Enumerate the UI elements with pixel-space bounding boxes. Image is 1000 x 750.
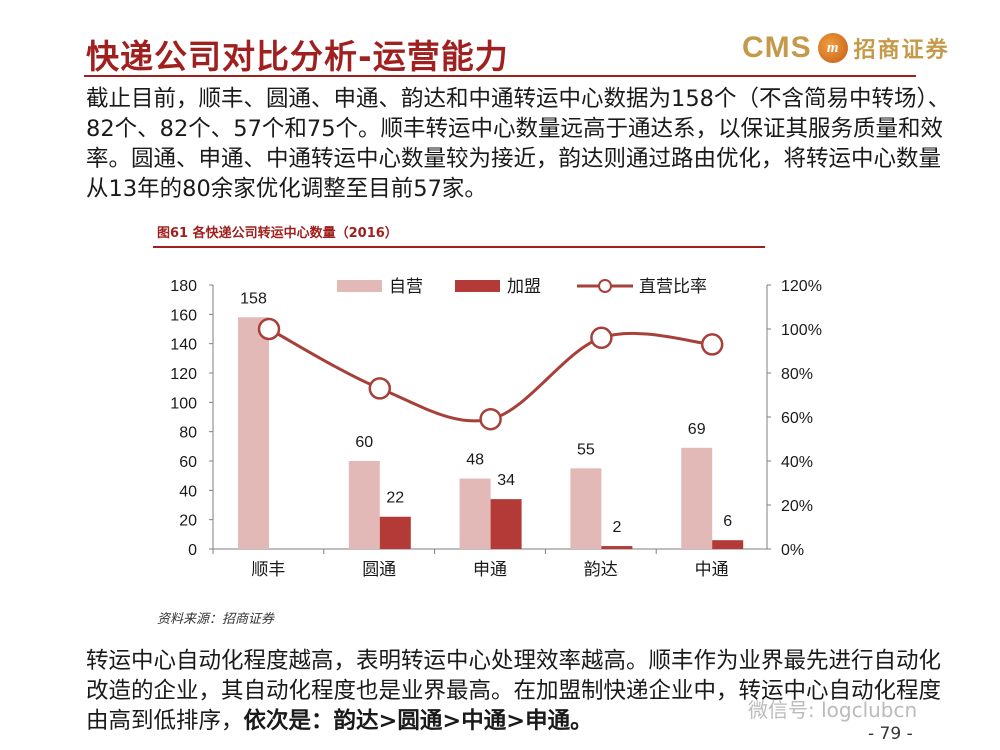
bar-data-label: 34	[497, 472, 515, 489]
y2-tick-label: 0%	[781, 542, 804, 559]
conclusion-emphasis: 依次是：韵达>圆通>中通>申通。	[243, 708, 593, 734]
y-tick-label: 60	[179, 454, 197, 471]
slide-title: 快递公司对比分析-运营能力	[86, 37, 509, 76]
conclusion-text: 转运中心自动化程度越高，表明转运中心处理效率越高。顺丰作为业界最先进行自动化改造…	[86, 648, 942, 734]
y2-tick-label: 100%	[781, 322, 822, 339]
x-tick-label: 中通	[695, 560, 729, 579]
bar-self	[681, 447, 713, 549]
ratio-point	[479, 407, 502, 431]
brand-cms-text: CMS	[742, 31, 812, 64]
bar-data-label: 69	[688, 421, 706, 438]
bar-data-label: 158	[240, 290, 267, 307]
x-tick-label: 顺丰	[251, 560, 285, 579]
y2-tick-label: 120%	[781, 278, 822, 295]
brand-name: 招商证券	[853, 38, 950, 63]
y-tick-label: 120	[170, 366, 197, 383]
bar-data-label: 6	[723, 513, 732, 530]
ratio-point	[257, 317, 281, 341]
y-tick-label: 160	[170, 307, 197, 324]
ratio-line	[268, 327, 713, 423]
x-tick-label: 圆通	[362, 560, 396, 579]
y-tick-label: 20	[179, 513, 197, 530]
x-tick-label: 申通	[473, 560, 507, 579]
legend-label-self: 自营	[389, 277, 423, 296]
bar-franchise	[712, 540, 744, 549]
caption-divider	[153, 246, 765, 248]
ratio-point	[700, 333, 724, 356]
bar-self	[348, 461, 380, 549]
y2-tick-label: 60%	[781, 410, 813, 427]
bar-data-label: 48	[466, 452, 484, 469]
title-divider	[84, 75, 916, 77]
legend-marker-ratio	[598, 279, 612, 293]
y2-tick-label: 20%	[781, 498, 813, 515]
x-tick-label: 韵达	[584, 560, 618, 579]
bar-franchise	[379, 516, 411, 549]
ratio-point	[368, 377, 392, 400]
transfer-center-chart: 0 20 40 60 80 100 120 140 160 180 0% 20% 40% 60% 80% 10…	[170, 277, 822, 579]
bar-data-label: 60	[355, 434, 373, 451]
y2-tick-label: 80%	[781, 366, 813, 383]
legend-swatch-franchise	[455, 280, 500, 292]
legend-label-ratio: 直营比率	[639, 277, 707, 296]
ratio-point	[590, 326, 613, 350]
legend-swatch-self	[337, 280, 382, 292]
y-tick-label: 80	[179, 425, 197, 442]
bar-franchise	[601, 546, 633, 549]
brand-logo: CMS m 招商证券	[742, 28, 950, 68]
watermark: 微信号: logclubcn	[748, 698, 918, 722]
y-tick-label: 0	[188, 542, 197, 559]
y-tick-label: 180	[170, 278, 197, 295]
y-tick-label: 100	[170, 395, 197, 412]
bar-self	[238, 317, 269, 549]
conclusion-paragraph: 转运中心自动化程度越高，表明转运中心处理效率越高。顺丰作为业界最先进行自动化改造…	[86, 646, 952, 736]
bar-self	[570, 468, 602, 549]
bar-data-label: 55	[577, 441, 595, 458]
intro-paragraph: 截止目前，顺丰、圆通、申通、韵达和中通转运中心数据为158个（不含简易中转场）、…	[86, 86, 951, 202]
bar-data-label: 2	[612, 519, 621, 536]
y-tick-label: 140	[170, 337, 197, 354]
figure-caption: 图61 各快递公司转运中心数量（2016）	[157, 226, 398, 241]
y2-tick-label: 40%	[781, 454, 813, 471]
bar-franchise	[490, 499, 522, 549]
brand-emblem-icon: m	[817, 33, 848, 63]
y-tick-label: 40	[179, 483, 197, 500]
bar-self	[459, 478, 491, 549]
bar-data-label: 22	[386, 490, 404, 507]
figure-source: 资料来源：招商证券	[157, 612, 275, 627]
legend-label-franchise: 加盟	[507, 277, 541, 296]
page-number: - 79 -	[868, 724, 913, 744]
